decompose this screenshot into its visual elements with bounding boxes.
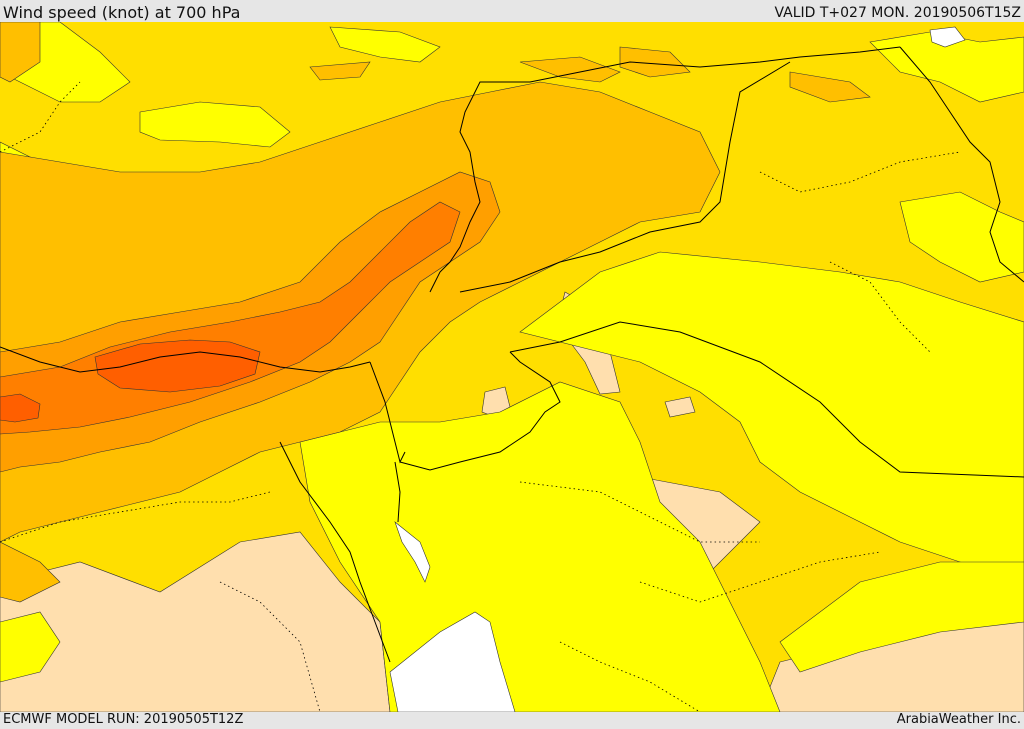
map-title: Wind speed (knot) at 700 hPa: [3, 3, 241, 22]
model-run-label: ECMWF MODEL RUN: 20190505T12Z: [3, 712, 244, 727]
credit-label: ArabiaWeather Inc.: [896, 712, 1021, 727]
valid-time: VALID T+027 MON. 20190506T15Z: [774, 5, 1021, 21]
admin-lines: [0, 81, 961, 712]
sea-areas: [389, 26, 966, 712]
band-highest-regions: [0, 339, 261, 423]
footer-bar: ECMWF MODEL RUN: 20190505T12Z ArabiaWeat…: [0, 712, 1024, 729]
weather-map: [0, 22, 1024, 712]
header-bar: Wind speed (knot) at 700 hPa VALID T+027…: [0, 0, 1024, 22]
borders: [0, 46, 1024, 663]
wind-speed-map-svg: [0, 22, 1024, 712]
